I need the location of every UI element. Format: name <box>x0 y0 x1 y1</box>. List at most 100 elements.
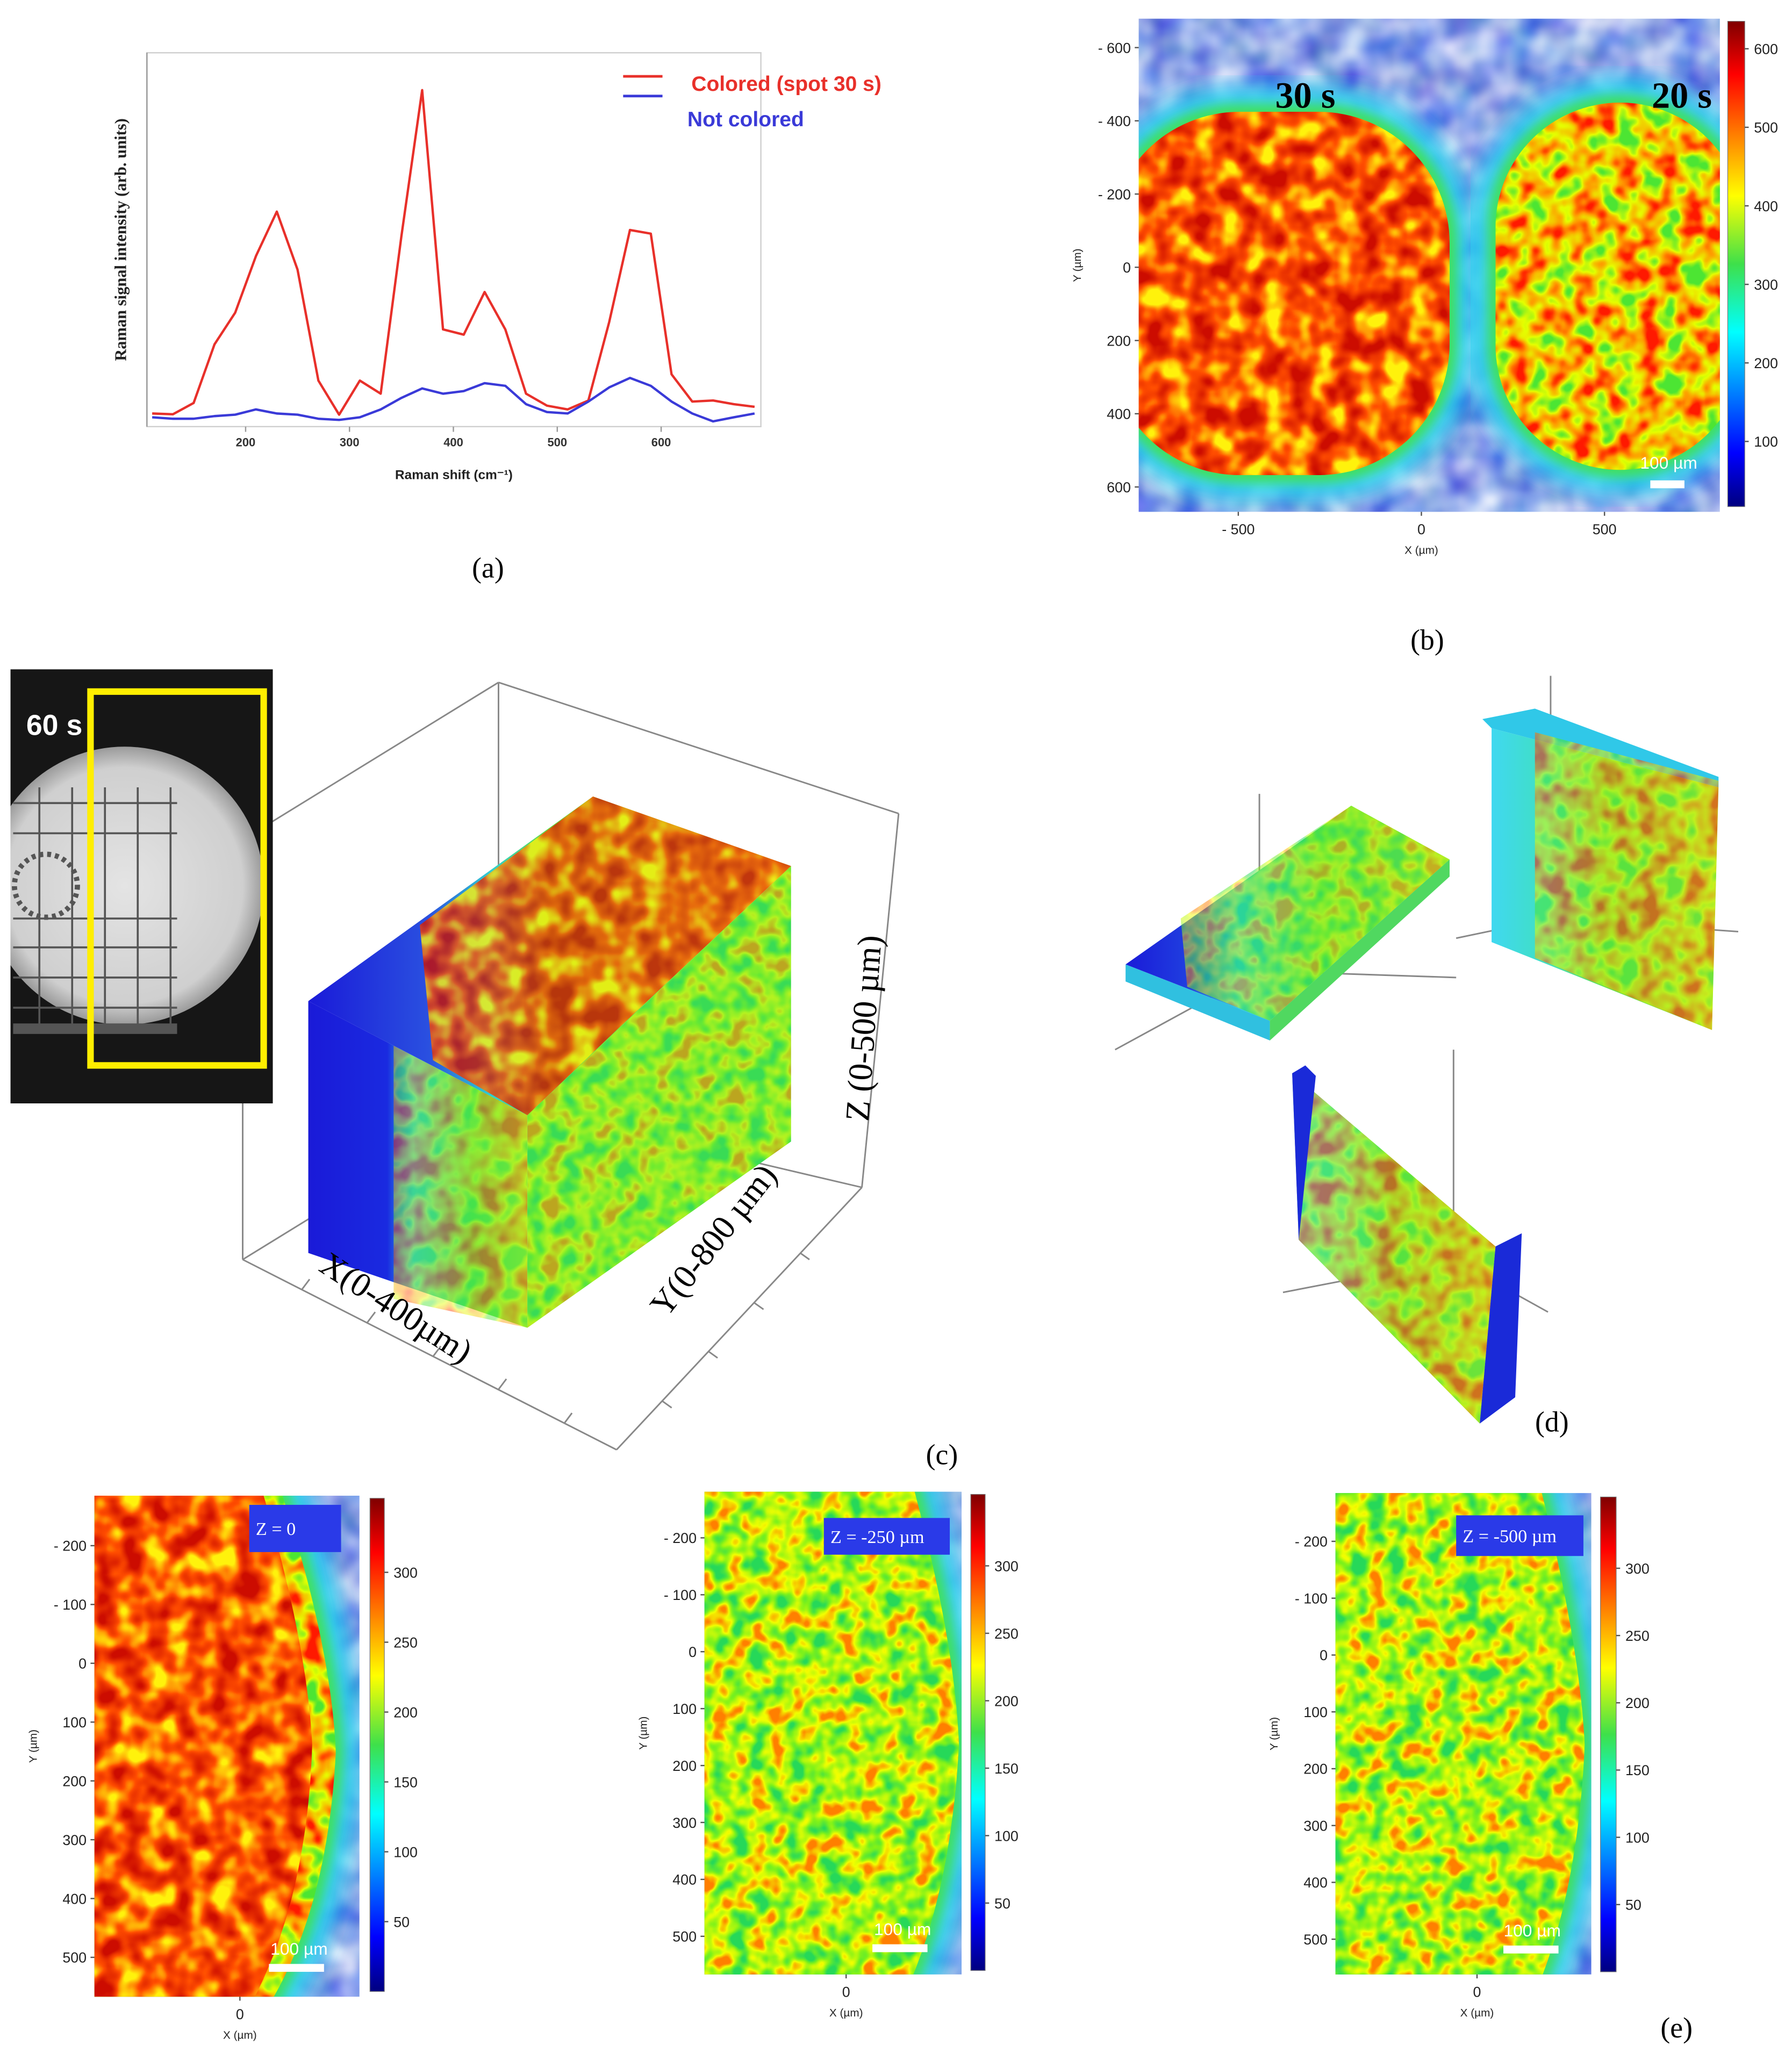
scale-bar-label: 100 µm <box>874 1920 931 1939</box>
series-line <box>152 89 755 416</box>
y-tick-label: 500 <box>672 1929 697 1945</box>
colorbar-tick-label: 200 <box>994 1693 1019 1709</box>
colorbar-tick-label: 300 <box>1625 1561 1650 1577</box>
y-tick-label: - 200 <box>1098 186 1131 203</box>
colorbar-tick-label: 500 <box>1754 120 1778 136</box>
caption: (c) <box>926 1438 958 1470</box>
colorbar-tick-label: 50 <box>393 1914 410 1930</box>
scale-bar <box>872 1944 928 1953</box>
y-tick-label: 200 <box>1107 333 1131 349</box>
y-tick-label: 200 <box>1303 1761 1328 1777</box>
colorbar-tick-label: 300 <box>1754 277 1778 293</box>
colorbar <box>1727 20 1745 507</box>
scale-bar-label: 100 µm <box>1504 1921 1561 1940</box>
legend-label: Colored (spot 30 s) <box>691 73 881 96</box>
annotation-box <box>1456 1515 1583 1556</box>
caption: (d) <box>1535 1405 1569 1438</box>
x-tick-label: 400 <box>443 435 463 449</box>
colorbar-tick-label: 150 <box>994 1761 1019 1777</box>
caption: (b) <box>1410 624 1444 656</box>
slab-edge <box>1480 1233 1522 1424</box>
annotation: 30 s <box>1275 75 1335 116</box>
caption: (e) <box>1660 2012 1693 2044</box>
scale-bar <box>1650 480 1685 489</box>
y-tick-label: - 100 <box>1295 1590 1328 1606</box>
colorbar-tick-label: 200 <box>1625 1695 1650 1711</box>
y-axis-title: Raman signal intensity (arb. units) <box>111 118 130 361</box>
y-tick-label: 200 <box>62 1773 87 1789</box>
y-tick-label: 0 <box>78 1656 87 1672</box>
y-tick-label: 200 <box>672 1758 697 1774</box>
colorbar-tick-label: 100 <box>994 1828 1019 1844</box>
slab-edge <box>1270 859 1450 1041</box>
y-axis-title: Y (µm) <box>1268 1717 1280 1750</box>
scale-bar <box>1503 1946 1559 1954</box>
x-tick-label: 0 <box>1417 521 1425 537</box>
x-axis-title: X (µm) <box>1460 2007 1494 2019</box>
y-axis-title: Y (µm) <box>27 1729 39 1763</box>
scale-bar-label: 100 µm <box>1640 453 1697 472</box>
colorbar-tick-label: 100 <box>1625 1829 1650 1846</box>
y-tick-label: - 400 <box>1098 113 1131 130</box>
annotation-box <box>249 1505 341 1552</box>
annotation: Z = 0 <box>256 1519 296 1539</box>
x-tick-label: 300 <box>340 435 360 449</box>
y-tick-label: 400 <box>672 1872 697 1888</box>
x-axis-title: Raman shift (cm⁻¹) <box>395 468 513 482</box>
colorbar <box>970 1494 986 1971</box>
axis-label-z: Z (0-500 µm) <box>838 934 889 1123</box>
y-tick-label: - 200 <box>664 1530 697 1546</box>
y-tick-label: - 100 <box>54 1597 87 1613</box>
y-tick-label: 0 <box>1320 1647 1328 1663</box>
colorbar-tick-label: 150 <box>393 1774 418 1790</box>
annotation: Z = -250 µm <box>830 1527 924 1547</box>
y-tick-label: 300 <box>1303 1818 1328 1834</box>
y-tick-label: 400 <box>1107 406 1131 422</box>
y-tick-label: 600 <box>1107 479 1131 496</box>
colorbar-tick-label: 600 <box>1754 41 1778 58</box>
x-axis-title: X (µm) <box>223 2029 257 2041</box>
colorbar-tick-label: 250 <box>393 1634 418 1650</box>
colorbar-tick-label: 300 <box>994 1558 1019 1574</box>
colorbar <box>1600 1496 1617 1972</box>
series-line <box>152 377 755 423</box>
colorbar-tick-label: 100 <box>393 1844 418 1860</box>
x-tick-label: 500 <box>1593 521 1617 537</box>
x-axis-title: X (µm) <box>829 2007 863 2019</box>
x-tick-label: 0 <box>842 1984 850 2000</box>
y-tick-label: - 600 <box>1098 40 1131 56</box>
annotation: 20 s <box>1652 75 1712 116</box>
colorbar <box>369 1498 385 1992</box>
y-axis-title: Y (µm) <box>1071 248 1084 282</box>
y-tick-label: 500 <box>62 1950 87 1966</box>
y-tick-label: - 100 <box>664 1587 697 1603</box>
annotation-box <box>823 1518 950 1555</box>
x-tick-label: 500 <box>547 435 567 449</box>
x-tick-label: 200 <box>236 435 256 449</box>
colorbar-tick-label: 200 <box>1754 355 1778 371</box>
colorbar-tick-label: 50 <box>994 1896 1010 1912</box>
y-tick-label: 0 <box>1123 260 1131 276</box>
y-tick-label: 400 <box>1303 1875 1328 1891</box>
scale-bar-label: 100 µm <box>270 1939 327 1958</box>
y-tick-label: - 200 <box>54 1538 87 1554</box>
y-tick-label: 0 <box>689 1644 697 1660</box>
inset-photo <box>10 669 273 1104</box>
plot-frame <box>146 52 762 427</box>
x-tick-label: - 500 <box>1222 521 1255 537</box>
inset-roi <box>87 688 267 1069</box>
y-tick-label: 300 <box>672 1815 697 1831</box>
y-axis-title: Y (µm) <box>637 1717 649 1750</box>
annotation: Z = -500 µm <box>1463 1527 1557 1547</box>
x-axis-title: X (µm) <box>1404 544 1438 557</box>
